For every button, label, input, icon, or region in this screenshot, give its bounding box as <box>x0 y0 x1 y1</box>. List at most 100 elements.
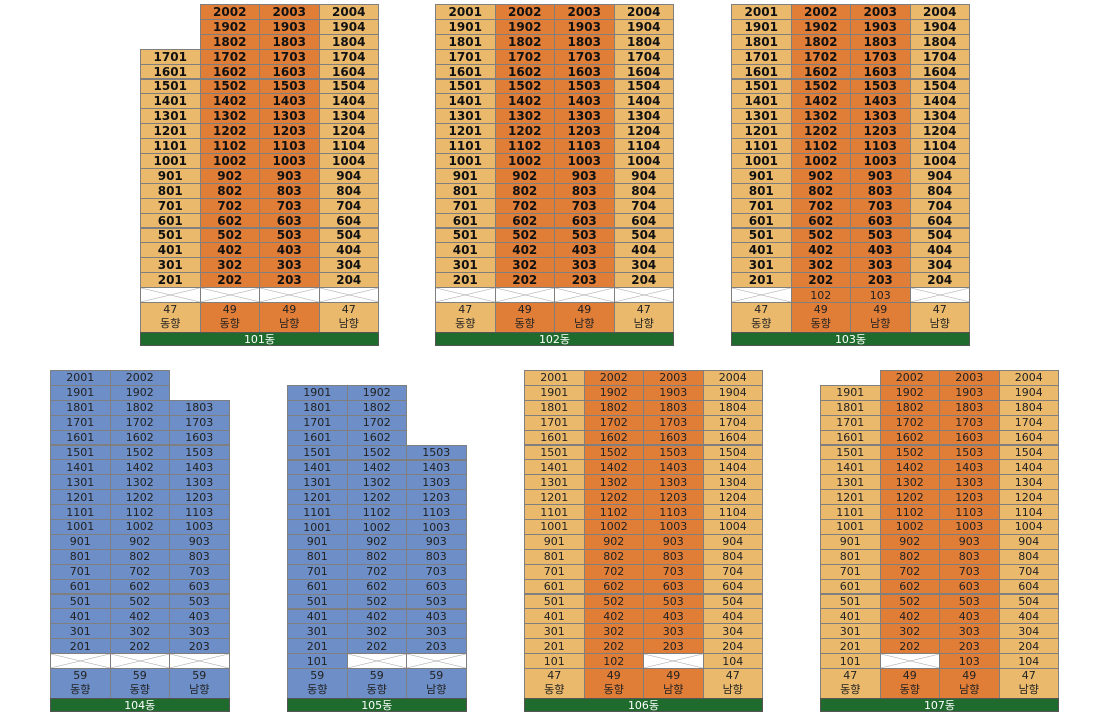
unit-cell[interactable]: 802 <box>199 182 260 199</box>
unit-cell[interactable]: 1201 <box>435 123 496 140</box>
unit-cell[interactable]: 1503 <box>850 78 911 95</box>
unit-cell[interactable]: 503 <box>939 593 1000 610</box>
unit-cell[interactable]: 603 <box>643 578 704 595</box>
unit-cell[interactable]: 1003 <box>169 519 230 535</box>
unit-cell[interactable]: 1002 <box>583 519 644 535</box>
unit-cell[interactable]: 1404 <box>998 459 1059 476</box>
unit-cell[interactable]: 1404 <box>702 459 763 476</box>
unit-cell[interactable]: 1302 <box>109 474 170 491</box>
unit-cell[interactable]: 403 <box>554 242 615 259</box>
unit-cell[interactable]: 801 <box>287 548 348 565</box>
unit-cell[interactable]: 401 <box>50 608 111 625</box>
unit-cell[interactable]: 1503 <box>406 444 467 461</box>
unit-cell[interactable]: 1401 <box>287 459 348 476</box>
unit-cell[interactable]: 1702 <box>199 48 260 65</box>
unit-cell[interactable]: 503 <box>169 593 230 610</box>
unit-cell[interactable]: 1303 <box>643 474 704 491</box>
unit-cell[interactable]: 1702 <box>346 414 407 431</box>
unit-cell[interactable]: 1704 <box>998 414 1059 431</box>
unit-cell[interactable]: 803 <box>554 182 615 199</box>
unit-cell[interactable]: 1004 <box>909 153 970 169</box>
unit-cell[interactable]: 2002 <box>109 370 170 386</box>
unit-cell[interactable]: 1802 <box>199 33 260 50</box>
unit-cell[interactable]: 201 <box>140 272 201 289</box>
unit-cell[interactable]: 501 <box>140 227 201 244</box>
unit-cell[interactable]: 602 <box>109 578 170 595</box>
unit-cell[interactable]: 1602 <box>494 63 555 80</box>
unit-cell[interactable]: 1204 <box>909 123 970 140</box>
unit-cell[interactable]: 1001 <box>287 519 348 535</box>
unit-cell[interactable]: 502 <box>199 227 260 244</box>
unit-cell[interactable]: 304 <box>702 623 763 640</box>
unit-cell[interactable]: 1004 <box>702 519 763 535</box>
unit-cell[interactable]: 1103 <box>643 504 704 520</box>
unit-cell[interactable]: 403 <box>406 608 467 625</box>
unit-cell[interactable]: 1501 <box>731 78 792 95</box>
unit-cell[interactable]: 701 <box>435 197 496 214</box>
unit-cell[interactable]: 1002 <box>199 153 260 169</box>
unit-cell[interactable]: 1203 <box>850 123 911 140</box>
unit-cell[interactable]: 1901 <box>524 384 585 401</box>
unit-cell[interactable]: 702 <box>109 563 170 580</box>
unit-cell[interactable]: 1502 <box>109 444 170 461</box>
unit-cell[interactable]: 504 <box>702 593 763 610</box>
unit-cell[interactable]: 1101 <box>140 138 201 154</box>
unit-cell[interactable]: 1504 <box>613 78 674 95</box>
unit-cell[interactable]: 303 <box>406 623 467 640</box>
unit-cell[interactable]: 1803 <box>554 33 615 50</box>
unit-cell[interactable]: 1203 <box>259 123 320 140</box>
unit-cell[interactable]: 1302 <box>346 474 407 491</box>
unit-cell[interactable]: 601 <box>140 212 201 229</box>
unit-cell[interactable]: 1002 <box>346 519 407 535</box>
unit-cell[interactable]: 2002 <box>199 4 260 20</box>
unit-cell[interactable]: 502 <box>346 593 407 610</box>
unit-cell[interactable]: 604 <box>998 578 1059 595</box>
unit-cell[interactable]: 901 <box>50 533 111 550</box>
unit-cell[interactable]: 1704 <box>909 48 970 65</box>
unit-cell[interactable]: 1704 <box>613 48 674 65</box>
unit-cell[interactable]: 1202 <box>346 489 407 506</box>
unit-cell[interactable]: 1102 <box>583 504 644 520</box>
unit-cell[interactable]: 1903 <box>643 384 704 401</box>
unit-cell[interactable]: 1704 <box>702 414 763 431</box>
unit-cell[interactable]: 1003 <box>259 153 320 169</box>
unit-cell[interactable]: 601 <box>524 578 585 595</box>
unit-cell[interactable]: 904 <box>318 167 379 184</box>
unit-cell[interactable]: 603 <box>406 578 467 595</box>
unit-cell[interactable]: 1604 <box>613 63 674 80</box>
unit-cell[interactable]: 1902 <box>583 384 644 401</box>
unit-cell[interactable]: 101 <box>287 653 348 670</box>
unit-cell[interactable]: 1402 <box>494 93 555 110</box>
unit-cell[interactable]: 1701 <box>140 48 201 65</box>
unit-cell[interactable]: 1502 <box>346 444 407 461</box>
unit-cell[interactable]: 601 <box>731 212 792 229</box>
unit-cell[interactable]: 403 <box>850 242 911 259</box>
unit-cell[interactable]: 1004 <box>318 153 379 169</box>
unit-cell[interactable]: 1704 <box>318 48 379 65</box>
unit-cell[interactable]: 702 <box>583 563 644 580</box>
unit-cell[interactable]: 1103 <box>259 138 320 154</box>
unit-cell[interactable]: 1603 <box>554 63 615 80</box>
unit-cell[interactable]: 402 <box>879 608 940 625</box>
unit-cell[interactable]: 1803 <box>169 399 230 416</box>
unit-cell[interactable]: 101 <box>524 653 585 669</box>
unit-cell[interactable]: 301 <box>140 257 201 274</box>
unit-cell[interactable]: 1604 <box>702 429 763 446</box>
unit-cell[interactable]: 1801 <box>731 33 792 50</box>
unit-cell[interactable]: 1902 <box>790 18 851 35</box>
unit-cell[interactable]: 1102 <box>494 138 555 154</box>
unit-cell[interactable]: 1304 <box>318 108 379 125</box>
unit-cell[interactable]: 203 <box>939 638 1000 655</box>
unit-cell[interactable]: 403 <box>643 608 704 625</box>
unit-cell[interactable]: 1902 <box>346 385 407 401</box>
unit-cell[interactable]: 1004 <box>613 153 674 169</box>
unit-cell[interactable]: 301 <box>820 623 881 640</box>
unit-cell[interactable]: 1701 <box>731 48 792 65</box>
unit-cell[interactable]: 801 <box>731 182 792 199</box>
unit-cell[interactable]: 1201 <box>731 123 792 140</box>
unit-cell[interactable]: 1501 <box>820 444 881 461</box>
unit-cell[interactable]: 1304 <box>613 108 674 125</box>
unit-cell[interactable]: 1002 <box>494 153 555 169</box>
unit-cell[interactable]: 1904 <box>318 18 379 35</box>
unit-cell[interactable]: 201 <box>435 272 496 289</box>
